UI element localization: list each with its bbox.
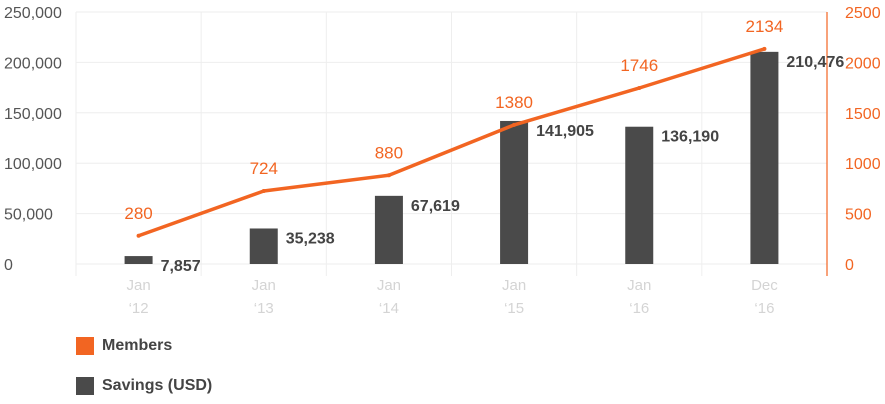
line-label-members: 1380 xyxy=(495,93,533,112)
legend-label-savings: Savings (USD) xyxy=(102,377,213,394)
point-members xyxy=(386,173,391,178)
x-tick-label-month: Jan xyxy=(126,277,150,294)
members-line xyxy=(136,46,767,238)
y-right-tick-label: 2000 xyxy=(845,55,881,72)
bar-label-savings: 136,190 xyxy=(661,129,719,146)
y-left-tick-label: 150,000 xyxy=(4,106,62,123)
y-left-tick-label: 100,000 xyxy=(4,156,62,173)
bar-label-savings: 7,857 xyxy=(161,258,201,275)
savings-bars xyxy=(124,51,779,264)
bar-label-savings: 67,619 xyxy=(411,198,460,215)
bar-savings xyxy=(124,256,153,264)
y-right-tick-label: 2500 xyxy=(845,5,881,22)
line-label-members: 2134 xyxy=(746,17,784,36)
line-label-members: 880 xyxy=(375,143,403,162)
y-right-tick-label: 1000 xyxy=(845,156,881,173)
x-tick-label-month: Dec xyxy=(751,277,778,294)
x-tick-label-year: ‘16 xyxy=(754,300,774,317)
y-right-tick-label: 0 xyxy=(845,257,854,274)
x-tick-label-month: Jan xyxy=(252,277,276,294)
y-right-tick-label: 500 xyxy=(845,207,872,224)
x-tick-label-year: ‘16 xyxy=(629,300,649,317)
point-members xyxy=(637,86,642,91)
data-labels: 7,857 35,238 67,619 141,905 136,190 210,476 28… xyxy=(124,17,844,275)
y-right-tick-label: 1500 xyxy=(845,106,881,123)
bar-label-savings: 210,476 xyxy=(786,54,844,71)
bar-savings xyxy=(750,51,779,264)
line-label-members: 280 xyxy=(124,204,152,223)
legend-item-savings: Savings (USD) xyxy=(76,377,212,395)
point-members xyxy=(512,122,517,127)
bar-label-savings: 35,238 xyxy=(286,230,335,247)
line-label-members: 1746 xyxy=(620,56,658,75)
bar-savings xyxy=(625,126,654,264)
bar-savings xyxy=(249,228,278,264)
bar-label-savings: 141,905 xyxy=(536,123,594,140)
bar-savings xyxy=(500,120,529,264)
point-members xyxy=(261,189,266,194)
x-tick-label-year: ‘12 xyxy=(129,300,149,317)
y-left-tick-label: 50,000 xyxy=(4,207,53,224)
y-left-tick-label: 0 xyxy=(4,257,13,274)
line-label-members: 724 xyxy=(250,159,278,178)
bar-savings xyxy=(374,195,403,264)
x-tick-label-year: ‘13 xyxy=(254,300,274,317)
point-members xyxy=(762,46,767,51)
legend-label-members: Members xyxy=(102,337,173,354)
legend-swatch-savings xyxy=(76,377,94,395)
axes: 0 50,000 100,000 150,000 200,000 250,000 0 500 1… xyxy=(4,5,881,317)
chart: 0 50,000 100,000 150,000 200,000 250,000 0 500 1… xyxy=(4,5,881,317)
line-members xyxy=(136,47,767,238)
legend-item-members: Members xyxy=(76,337,172,355)
x-tick-label-year: ‘15 xyxy=(504,300,524,317)
x-tick-label-year: ‘14 xyxy=(379,300,399,317)
y-left-tick-label: 200,000 xyxy=(4,55,62,72)
y-left-tick-label: 250,000 xyxy=(4,5,62,22)
point-members xyxy=(136,233,141,238)
x-tick-label-month: Jan xyxy=(627,277,651,294)
legend-swatch-members xyxy=(76,337,94,355)
x-tick-label-month: Jan xyxy=(502,277,526,294)
x-tick-label-month: Jan xyxy=(377,277,401,294)
